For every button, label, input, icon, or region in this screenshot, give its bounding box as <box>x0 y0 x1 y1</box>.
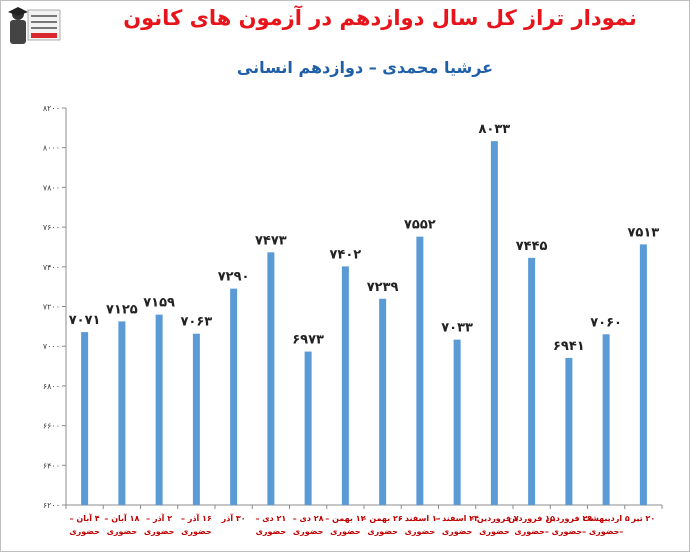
x-tick-label: ۴ آبان – <box>70 513 100 523</box>
data-label: ۷۵۵۲ <box>404 218 436 233</box>
x-tick-label: ۲۹ فروردین <box>546 514 593 523</box>
y-tick-label: ۷۴۰۰ <box>43 263 60 272</box>
bar <box>192 333 200 505</box>
bar <box>81 332 89 505</box>
x-tick-label: حضوری <box>442 527 473 536</box>
bars <box>81 141 647 506</box>
x-tick-label: ۱۶ آذر – <box>181 513 212 523</box>
y-tick-label: ۶۴۰۰ <box>43 461 60 470</box>
data-label: ۶۹۷۳ <box>292 333 324 348</box>
x-tick-label: ۲۴ اسفند – <box>435 514 479 523</box>
x-tick-label: ۳۰ آذر <box>221 513 246 523</box>
x-tick-label: –حضوری <box>589 527 624 536</box>
data-label: ۸۰۳۳ <box>479 122 511 137</box>
x-tick-label: حضوری <box>330 527 361 536</box>
x-tick-label: حضوری <box>69 527 100 536</box>
data-label: ۷۲۳۹ <box>367 280 399 295</box>
x-tick-label: ۲ آذر – <box>146 513 172 523</box>
x-tick-label: حضوری <box>293 527 324 536</box>
bar <box>118 321 126 505</box>
x-tick-label: حضوری <box>256 527 287 536</box>
data-label: ۷۰۷۱ <box>69 313 101 328</box>
x-tick-label: ۵ اردیبهشت <box>582 514 629 523</box>
chart-title: نمودار تراز کل سال دوازدهم در آزمون های … <box>123 6 637 30</box>
bar <box>230 288 238 505</box>
data-label: ۷۱۵۹ <box>143 296 175 311</box>
y-tick-label: ۶۸۰۰ <box>43 382 60 391</box>
bar <box>602 334 610 505</box>
x-tick-label: ۱۵ فروردین <box>508 514 555 523</box>
x-tick-label: ۱۲ بهمن – <box>325 514 365 523</box>
x-tick-label: حضوری <box>181 527 212 536</box>
x-tick-label: حضوری <box>405 527 436 536</box>
y-tick-label: ۶۲۰۰ <box>43 501 60 510</box>
x-tick-label: ۲۶ بهمن – <box>363 514 403 523</box>
x-tick-label: –حضوری <box>552 527 587 536</box>
data-label: ۷۲۹۰ <box>218 270 250 285</box>
chart-subtitle: عرشیا محمدی – دوازدهم انسانی <box>236 58 494 77</box>
y-tick-label: ۶۶۰۰ <box>43 422 60 431</box>
bar <box>267 252 275 505</box>
data-labels: ۷۰۷۱ ۷۱۲۵ ۷۱۵۹ ۷۰۶۳ ۷۲۹۰ ۷۴۷۳ ۶۹۷۳ ۷۴۰۲ ۷۲۳۹ ۷۵۵۲… <box>69 122 660 354</box>
bar <box>565 357 573 505</box>
bar <box>490 141 498 505</box>
data-label: ۷۴۴۵ <box>516 239 548 254</box>
axes: ۶۲۰۰ ۶۴۰۰ ۶۶۰۰ ۶۸۰۰ ۷۰۰۰ ۷۲۰۰ ۷۴۰۰ ۷۶۰۰ ۷۸۰۰ ۸۰۰۰… <box>43 104 663 510</box>
bar <box>528 257 536 505</box>
bar <box>304 351 312 505</box>
y-tick-label: ۷۶۰۰ <box>43 223 60 232</box>
bar <box>155 314 163 505</box>
bar <box>639 244 647 505</box>
y-tick-label: ۷۲۰۰ <box>43 303 60 312</box>
bar <box>416 236 424 506</box>
x-tick-label: ۷ فروردین – <box>470 514 519 523</box>
x-tick-label: –حضوری <box>514 527 549 536</box>
x-tick-label: حضوری <box>144 527 175 536</box>
data-label: ۷۴۷۳ <box>255 233 287 248</box>
bar <box>341 266 349 505</box>
data-label: ۷۰۳۳ <box>441 321 473 336</box>
x-tick-label: حضوری <box>107 527 138 536</box>
x-tick-label: ۲۰ تیر <box>630 514 655 523</box>
x-tick-label: ۱۰ اسفند – <box>398 514 442 523</box>
y-tick-label: ۷۰۰۰ <box>43 342 60 351</box>
logo <box>6 4 66 52</box>
x-tick-label: حضوری <box>367 527 398 536</box>
bar <box>379 298 387 505</box>
y-tick-label: ۸۰۰۰ <box>43 144 60 153</box>
y-tick-label: ۸۲۰۰ <box>43 104 60 113</box>
y-tick-label: ۷۸۰۰ <box>43 183 60 192</box>
data-label: ۷۵۱۳ <box>628 225 660 240</box>
data-label: ۷۰۶۳ <box>181 315 213 330</box>
x-tick-label: حضوری <box>479 527 510 536</box>
data-label: ۷۴۰۲ <box>330 247 362 262</box>
x-tick-label: ۲۱ دی – <box>255 514 286 523</box>
data-label: ۶۹۴۱ <box>553 339 585 354</box>
x-tick-label: ۲۸ دی – <box>293 514 324 523</box>
bar <box>453 339 461 505</box>
data-label: ۷۱۲۵ <box>106 302 138 317</box>
x-tick-label: ۱۸ آبان – <box>104 513 139 523</box>
data-label: ۷۰۶۰ <box>590 315 622 330</box>
